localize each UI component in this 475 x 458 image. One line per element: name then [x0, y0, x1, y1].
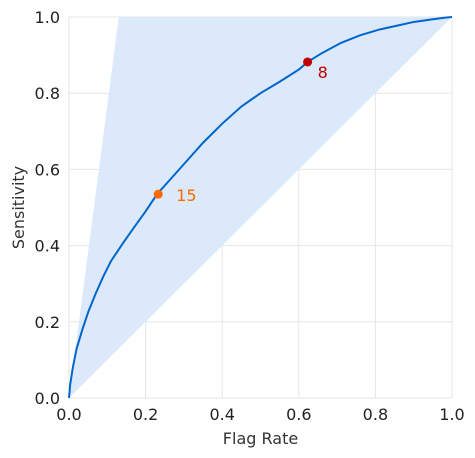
point-8: [303, 57, 313, 67]
y-tick-label: 0.4: [35, 237, 60, 256]
point-15: [153, 189, 163, 199]
sensitivity-curve: [68, 16, 453, 399]
y-tick-label: 1.0: [35, 8, 60, 27]
x-tick-label: 0.4: [209, 405, 234, 424]
y-axis-label: Sensitivity: [9, 166, 28, 249]
x-tick-label: 1.0: [439, 405, 464, 424]
shaded-band: [69, 17, 452, 398]
point-label-15: 15: [176, 186, 196, 205]
annotation-points: 15 8: [153, 57, 328, 205]
x-tick-label: 0.8: [363, 405, 388, 424]
point-label-8: 8: [318, 63, 328, 82]
x-tick-label: 0.6: [286, 405, 311, 424]
x-tick-label: 0.2: [133, 405, 158, 424]
y-tick-labels: 0.0 0.2 0.4 0.6 0.8 1.0: [35, 8, 60, 408]
x-tick-labels: 0.0 0.2 0.4 0.6 0.8 1.0: [56, 405, 464, 424]
y-tick-label: 0.8: [35, 84, 60, 103]
y-tick-label: 0.6: [35, 160, 60, 179]
x-tick-label: 0.0: [56, 405, 81, 424]
y-tick-label: 0.2: [35, 313, 60, 332]
y-tick-label: 0.0: [35, 389, 60, 408]
x-axis-label: Flag Rate: [223, 429, 298, 448]
